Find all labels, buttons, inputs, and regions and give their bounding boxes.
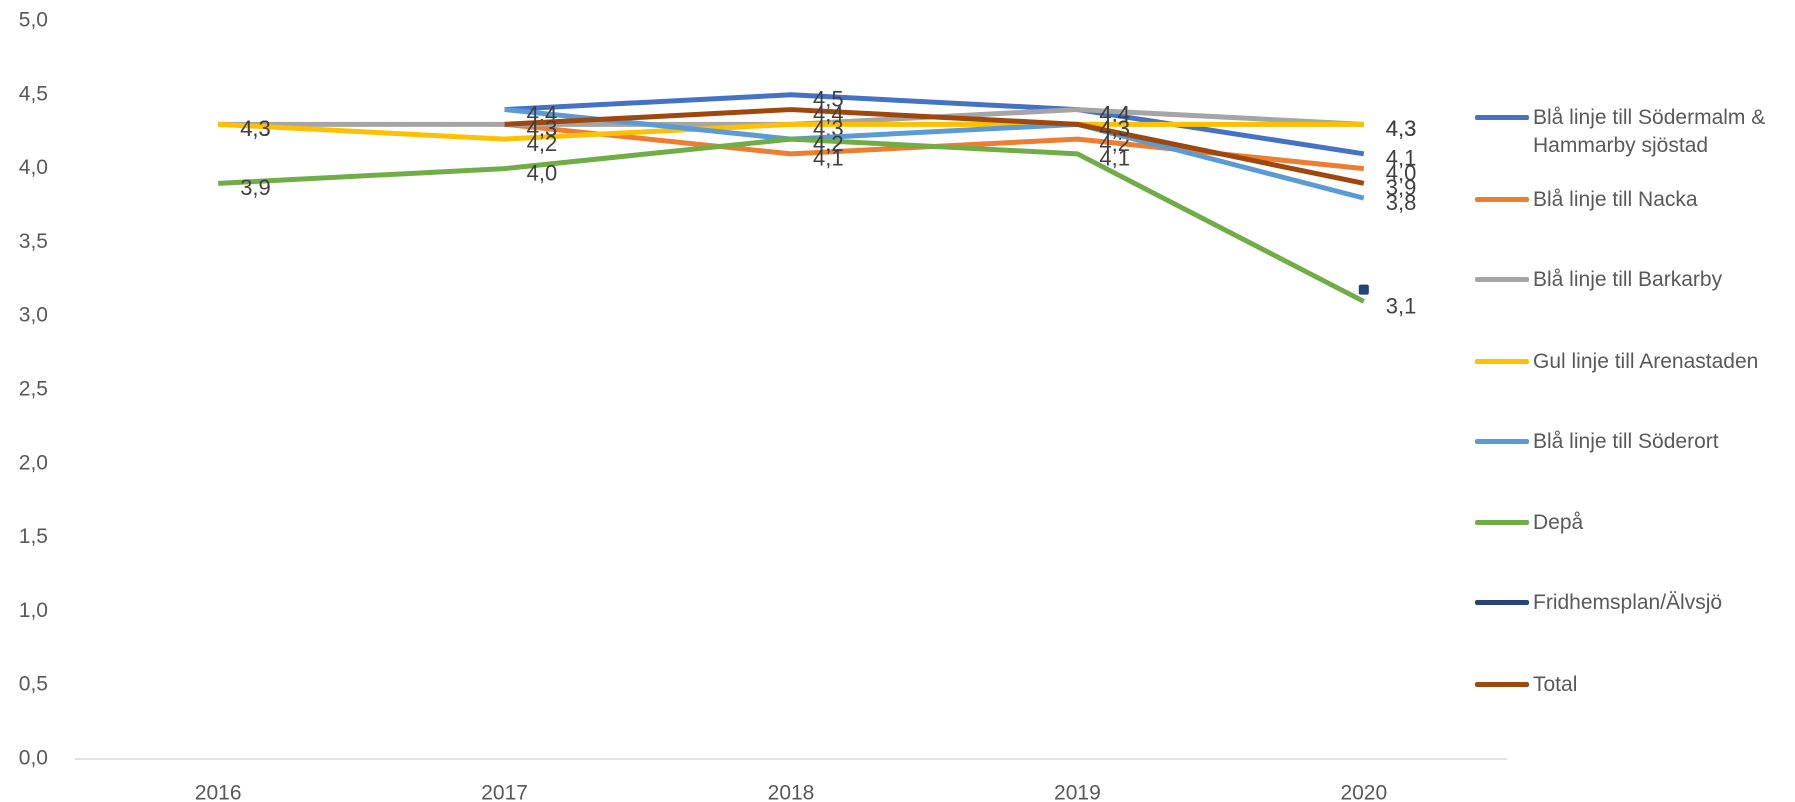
- x-tick-label: 2019: [1054, 782, 1101, 802]
- legend-label: Blå linje till Söderort: [1533, 430, 1719, 453]
- x-tick-label: 2018: [768, 782, 815, 802]
- x-tick-label: 2017: [481, 782, 528, 802]
- legend-swatch: [1475, 682, 1529, 687]
- x-tick-label: 2016: [195, 782, 242, 802]
- y-tick-label: 1,0: [19, 599, 48, 622]
- legend-label: Total: [1533, 673, 1578, 696]
- y-tick-label: 0,0: [19, 747, 48, 770]
- legend-label: Blå linje till Nacka: [1533, 188, 1698, 211]
- legend-item: Depå: [1475, 509, 1785, 537]
- data-label: 3,1: [1386, 293, 1417, 318]
- data-label: 4,0: [1386, 160, 1417, 185]
- data-label: 4,3: [240, 116, 271, 141]
- y-tick-label: 1,5: [19, 525, 48, 548]
- data-label: 4,5: [813, 87, 844, 112]
- x-tick-label: 2020: [1340, 782, 1387, 802]
- legend-swatch: [1475, 600, 1529, 605]
- data-label: 4,0: [527, 160, 558, 185]
- data-label: 4,3: [1386, 116, 1417, 141]
- y-tick-label: 0,5: [19, 673, 48, 696]
- legend-label: Fridhemsplan/Älvsjö: [1533, 591, 1723, 614]
- legend-item: Blå linje till Södermalm & Hammarby sjös…: [1475, 104, 1785, 160]
- data-label: 4,1: [813, 146, 844, 171]
- legend-item: Fridhemsplan/Älvsjö: [1475, 589, 1785, 617]
- y-tick-label: 4,5: [19, 82, 48, 105]
- y-tick-label: 5,0: [19, 9, 48, 32]
- legend-label: Blå linje till Barkarby: [1533, 268, 1723, 291]
- data-label: 4,2: [813, 131, 844, 156]
- data-label: 3,9: [240, 175, 271, 200]
- data-label: 4,4: [813, 101, 844, 126]
- series-line: [504, 107, 1365, 201]
- data-label: 4,3: [1386, 116, 1417, 141]
- legend-item: Total: [1475, 671, 1785, 699]
- series-line: [218, 136, 1365, 304]
- data-label: 3,8: [1386, 190, 1417, 215]
- legend-item: Blå linje till Söderort: [1475, 428, 1785, 456]
- legend-item: Blå linje till Barkarby: [1475, 266, 1785, 294]
- data-label: 4,1: [1099, 146, 1130, 171]
- legend-swatch: [1475, 115, 1529, 120]
- data-label: 3,9: [1386, 175, 1417, 200]
- legend-item: Blå linje till Nacka: [1475, 186, 1785, 214]
- data-label: 4,2: [527, 131, 558, 156]
- data-label: 4,3: [527, 116, 558, 141]
- legend-label: Gul linje till Arenastaden: [1533, 350, 1759, 373]
- legend-swatch: [1475, 197, 1529, 202]
- y-tick-label: 3,0: [19, 304, 48, 327]
- legend-swatch: [1475, 277, 1529, 282]
- marker: [1358, 284, 1369, 295]
- y-tick-label: 4,0: [19, 156, 48, 179]
- legend-label: Depå: [1533, 511, 1584, 534]
- legend-swatch: [1475, 439, 1529, 444]
- series-line: [218, 121, 1364, 142]
- series-line: [504, 92, 1365, 157]
- legend-item: Gul linje till Arenastaden: [1475, 348, 1785, 376]
- legend-swatch: [1475, 359, 1529, 364]
- y-tick-label: 2,5: [19, 378, 48, 401]
- data-label: 4,3: [1099, 116, 1130, 141]
- y-tick-label: 2,0: [19, 451, 48, 474]
- data-label: 4,1: [1386, 146, 1417, 171]
- y-tick-label: 3,5: [19, 230, 48, 253]
- series-line: [504, 107, 1365, 186]
- legend-label: Blå linje till Södermalm & Hammarby sjös…: [1533, 106, 1766, 157]
- legend-swatch: [1475, 520, 1529, 525]
